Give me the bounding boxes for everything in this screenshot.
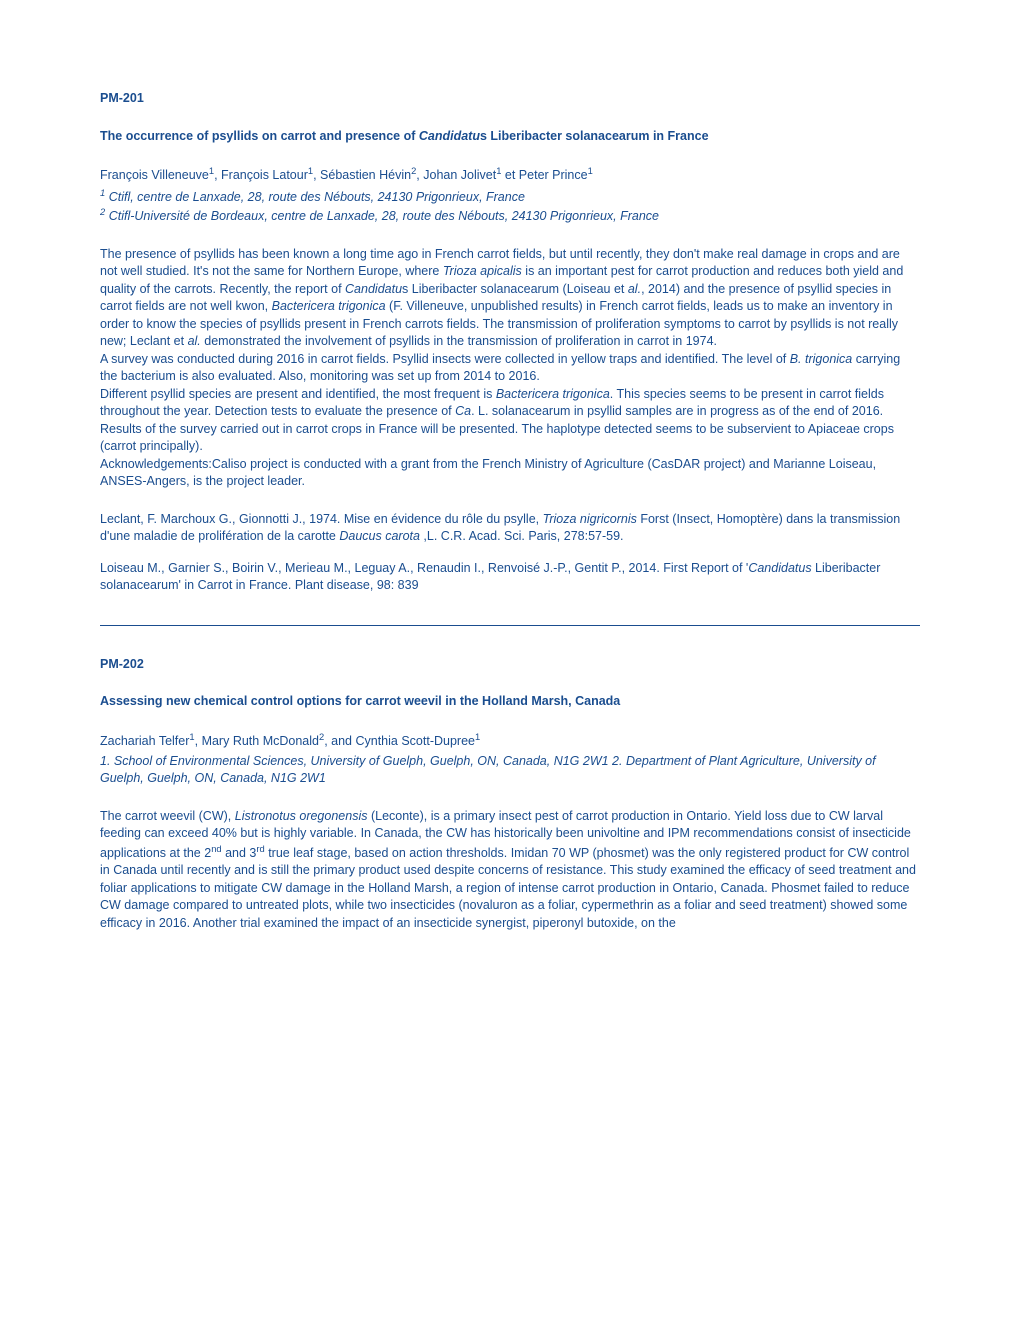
- abstract-block: PM-202 Assessing new chemical control op…: [100, 656, 920, 932]
- abstract-authors: Zachariah Telfer1, Mary Ruth McDonald2, …: [100, 731, 920, 751]
- abstract-body: The presence of psyllids has been known …: [100, 246, 920, 491]
- reference-item: Loiseau M., Garnier S., Boirin V., Merie…: [100, 560, 920, 595]
- abstract-affiliations: 1 Ctifl, centre de Lanxade, 28, route de…: [100, 187, 920, 226]
- abstract-id: PM-201: [100, 90, 920, 108]
- abstract-block: PM-201 The occurrence of psyllids on car…: [100, 90, 920, 595]
- section-divider: [100, 625, 920, 626]
- abstract-affiliations: 1. School of Environmental Sciences, Uni…: [100, 753, 920, 788]
- reference-item: Leclant, F. Marchoux G., Gionnotti J., 1…: [100, 511, 920, 546]
- abstract-body: The carrot weevil (CW), Listronotus oreg…: [100, 808, 920, 933]
- abstract-authors: François Villeneuve1, François Latour1, …: [100, 165, 920, 185]
- abstract-title: Assessing new chemical control options f…: [100, 693, 920, 711]
- abstract-title: The occurrence of psyllids on carrot and…: [100, 128, 920, 146]
- abstract-id: PM-202: [100, 656, 920, 674]
